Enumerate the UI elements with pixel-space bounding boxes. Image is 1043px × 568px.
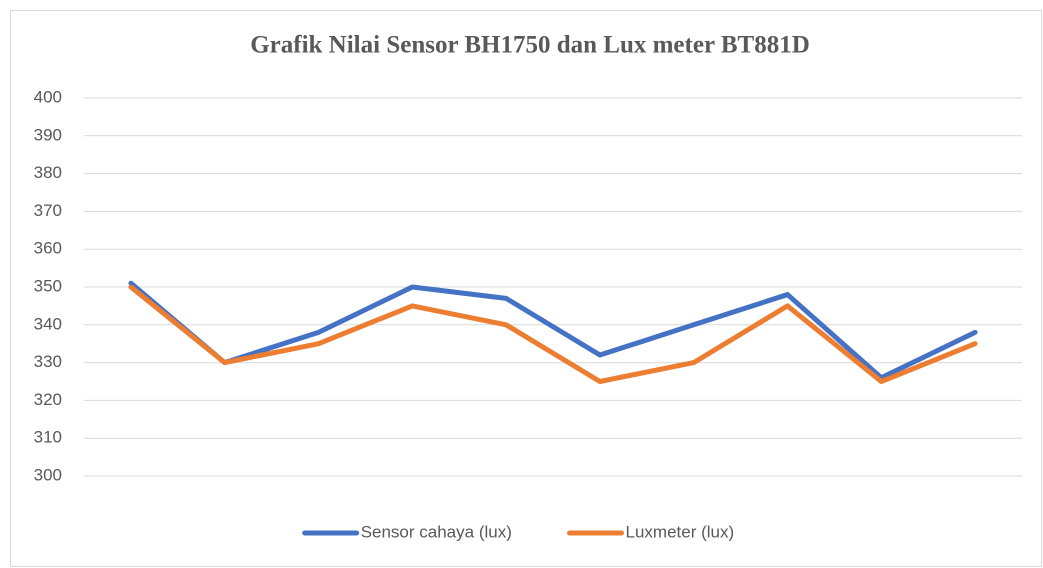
y-tick-label: 310 [34,428,62,447]
y-tick-label: 360 [34,239,62,258]
chart-title: Grafik Nilai Sensor BH1750 dan Lux meter… [250,32,810,59]
y-tick-label: 320 [34,390,62,409]
y-tick-label: 400 [34,87,62,106]
series-line [128,284,978,384]
legend-label: Luxmeter (lux) [626,522,735,541]
series-line [128,280,978,381]
chart-border [10,10,1042,567]
y-tick-label: 390 [34,125,62,144]
legend-label: Sensor cahaya (lux) [361,522,512,541]
y-tick-label: 330 [34,352,62,371]
y-tick-label: 370 [34,201,62,220]
y-tick-label: 380 [34,163,62,182]
y-tick-label: 300 [34,465,62,484]
y-tick-label: 350 [34,276,62,295]
y-tick-label: 340 [34,314,62,333]
